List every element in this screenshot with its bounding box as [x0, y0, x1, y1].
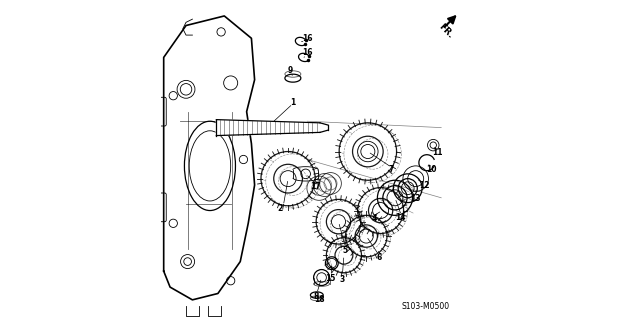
Text: 10: 10	[426, 165, 436, 174]
Text: 13: 13	[410, 194, 420, 203]
Text: 15: 15	[325, 274, 335, 283]
Text: 11: 11	[432, 148, 443, 157]
Text: FR.: FR.	[436, 22, 454, 40]
Text: 9: 9	[288, 66, 293, 75]
Text: 6: 6	[376, 253, 381, 262]
Text: 8: 8	[313, 292, 319, 300]
Polygon shape	[164, 16, 255, 300]
Text: 16: 16	[303, 48, 313, 57]
Text: 4: 4	[372, 214, 377, 223]
Text: 17: 17	[310, 182, 321, 191]
Text: S103-M0500: S103-M0500	[401, 302, 449, 311]
Text: 16: 16	[303, 34, 313, 43]
Text: 7: 7	[388, 165, 394, 174]
Text: 1: 1	[291, 98, 296, 107]
Polygon shape	[216, 120, 320, 136]
Text: 18: 18	[314, 295, 324, 304]
Text: 5: 5	[342, 246, 347, 255]
Text: 3: 3	[339, 275, 344, 284]
Text: 12: 12	[419, 181, 430, 190]
Polygon shape	[320, 123, 328, 132]
Text: 14: 14	[395, 213, 406, 222]
Text: 2: 2	[278, 204, 283, 213]
